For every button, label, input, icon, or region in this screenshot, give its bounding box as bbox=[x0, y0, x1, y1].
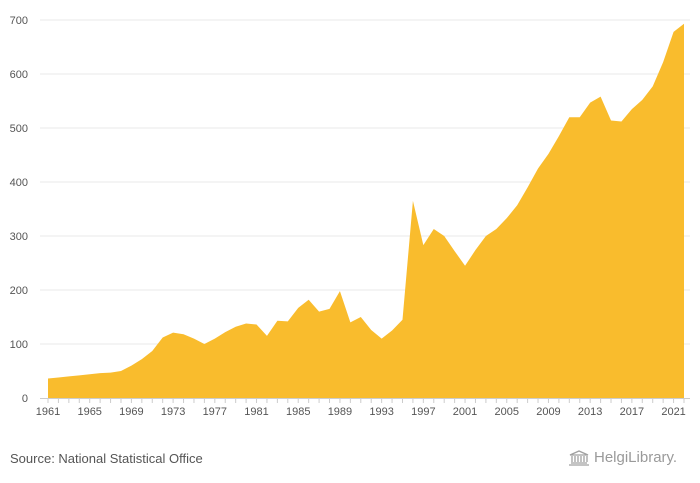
y-tick-label: 400 bbox=[10, 177, 28, 189]
area-series bbox=[48, 23, 684, 399]
x-tick-label: 1977 bbox=[203, 406, 227, 418]
y-tick-label: 0 bbox=[22, 393, 28, 405]
y-axis-labels: 0 100 200 300 400 500 600 700 bbox=[10, 15, 28, 405]
gridlines bbox=[40, 19, 690, 345]
y-tick-label: 500 bbox=[10, 123, 28, 135]
x-tick-label: 2001 bbox=[453, 406, 477, 418]
x-tick-label: 2005 bbox=[495, 406, 519, 418]
x-tick-label: 1989 bbox=[328, 406, 352, 418]
y-tick-label: 700 bbox=[10, 15, 28, 27]
x-tick-label: 1973 bbox=[161, 406, 185, 418]
x-axis-labels: 1961 1965 1969 1973 1977 1981 1985 1989 1993 1997… bbox=[36, 398, 686, 418]
source-note: Source: National Statistical Office bbox=[10, 451, 203, 466]
x-tick-label: 1985 bbox=[286, 406, 310, 418]
x-tick-label: 2017 bbox=[620, 406, 644, 418]
library-building-icon bbox=[569, 449, 589, 466]
x-tick-label: 1981 bbox=[244, 406, 268, 418]
y-tick-label: 300 bbox=[10, 231, 28, 243]
x-tick-label: 1961 bbox=[36, 406, 60, 418]
x-tick-label: 2021 bbox=[661, 406, 685, 418]
x-tick-label: 1997 bbox=[411, 406, 435, 418]
helgilibrary-logo: HelgiLibrary. bbox=[568, 449, 677, 466]
y-tick-label: 600 bbox=[10, 69, 28, 81]
x-tick-label: 2013 bbox=[578, 406, 602, 418]
x-tick-label: 2009 bbox=[536, 406, 560, 418]
x-tick-label: 1965 bbox=[77, 406, 101, 418]
logo-text: HelgiLibrary. bbox=[594, 449, 678, 466]
x-tick-label: 1993 bbox=[369, 406, 393, 418]
y-tick-label: 200 bbox=[10, 285, 28, 297]
y-tick-label: 100 bbox=[10, 339, 28, 351]
x-tick-label: 1969 bbox=[119, 406, 143, 418]
